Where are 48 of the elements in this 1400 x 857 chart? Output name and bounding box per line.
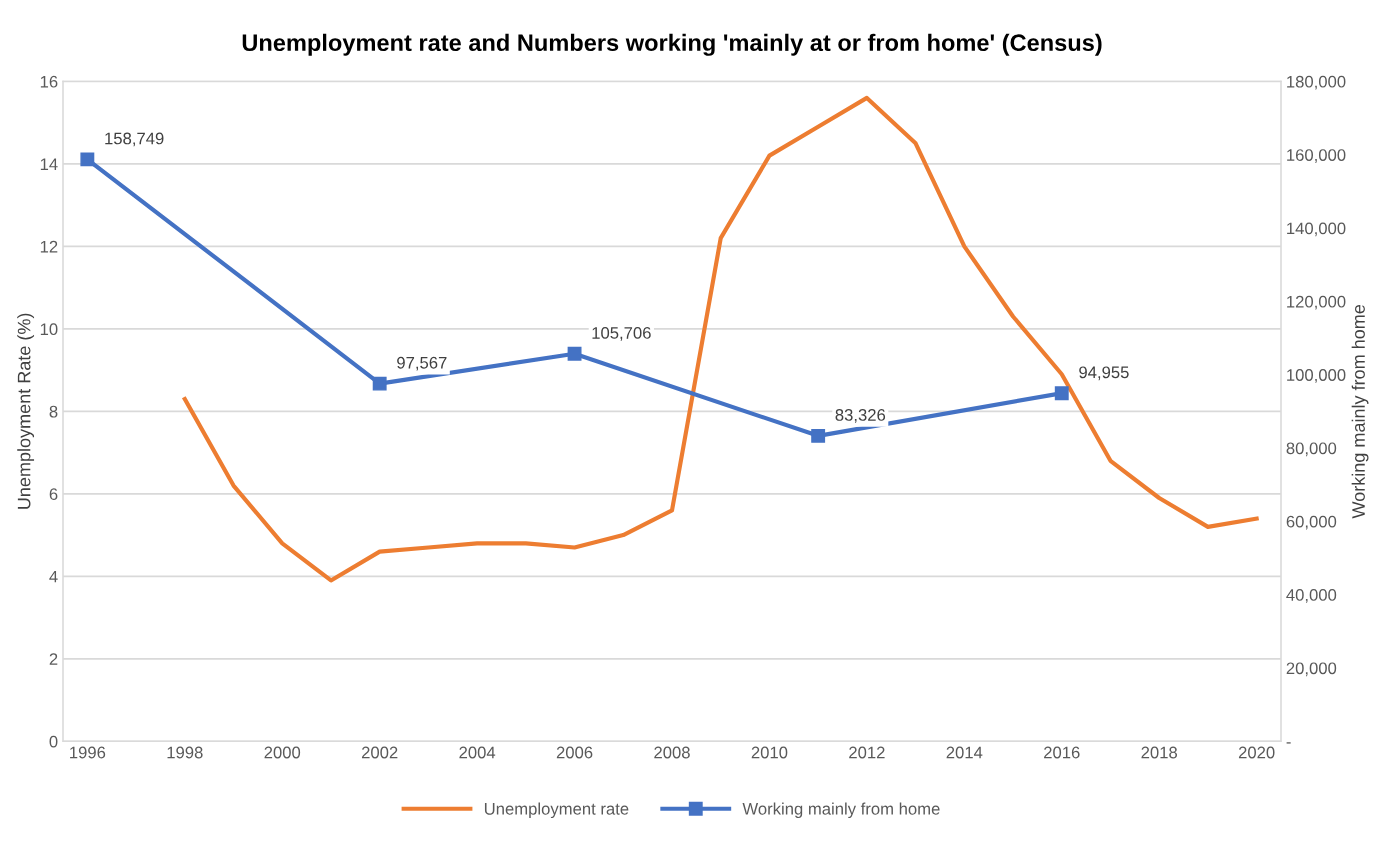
y-tick-label: 4	[49, 570, 58, 583]
x-tick-label: 2014	[946, 746, 983, 759]
data-label: 83,326	[835, 409, 886, 423]
y-tick-label: 12	[40, 240, 58, 253]
x-tick-label: 2008	[654, 746, 690, 759]
y-tick-label: 14	[40, 158, 58, 170]
y-axis-title: Unemployment Rate (%)	[17, 313, 35, 509]
y2-tick-label: 160,000	[1287, 149, 1346, 163]
point	[567, 346, 582, 361]
y2-axis-title: Working mainly from home	[1351, 304, 1369, 519]
y-tick-label: 6	[49, 488, 58, 501]
x-tick-label: 2010	[751, 746, 788, 759]
x-tick-label: 2018	[1141, 746, 1178, 759]
y-tick-label: 2	[49, 653, 58, 665]
legend-label: Unemployment rate	[484, 802, 629, 819]
x-tick-label: 2016	[1044, 746, 1080, 759]
y2-tick-label: -	[1286, 742, 1291, 744]
x-tick-label: 2020	[1238, 746, 1275, 759]
y2-tick-label: 60,000	[1286, 515, 1337, 530]
point	[1054, 386, 1069, 401]
data-label: 105,706	[592, 327, 651, 341]
y2-tick-label: 120,000	[1287, 295, 1346, 310]
x-tick-label: 2000	[264, 746, 301, 759]
x-tick-label: 2006	[556, 746, 593, 759]
y-tick-label: 0	[49, 735, 58, 748]
line-series	[182, 95, 1259, 583]
point	[80, 152, 95, 167]
legend-label: Working mainly from home	[742, 802, 940, 819]
data-label: 94,955	[1079, 366, 1129, 381]
x-tick-label: 2004	[459, 746, 496, 759]
y2-tick-label: 20,000	[1286, 662, 1337, 677]
y2-tick-label: 140,000	[1287, 222, 1346, 237]
y-tick-label: 16	[40, 75, 58, 88]
y2-tick-label: 80,000	[1286, 442, 1337, 457]
point	[372, 376, 387, 391]
chart-title: Unemployment rate and Numbers working 'mainly at or from home' (Census)	[242, 33, 1102, 56]
data-label: 97,567	[397, 356, 447, 371]
y2-tick-label: 100,000	[1287, 369, 1346, 383]
y2-tick-label: 180,000	[1287, 75, 1346, 90]
x-tick-label: 1996	[70, 746, 106, 759]
point	[811, 428, 826, 443]
x-tick-label: 2002	[361, 746, 398, 759]
y-tick-label: 10	[40, 323, 58, 336]
x-tick-label: 2012	[849, 746, 885, 759]
data-label: 158,749	[105, 132, 164, 147]
y-tick-label: 8	[49, 405, 58, 418]
y2-tick-label: 40,000	[1286, 589, 1337, 603]
x-tick-label: 1998	[167, 746, 203, 759]
